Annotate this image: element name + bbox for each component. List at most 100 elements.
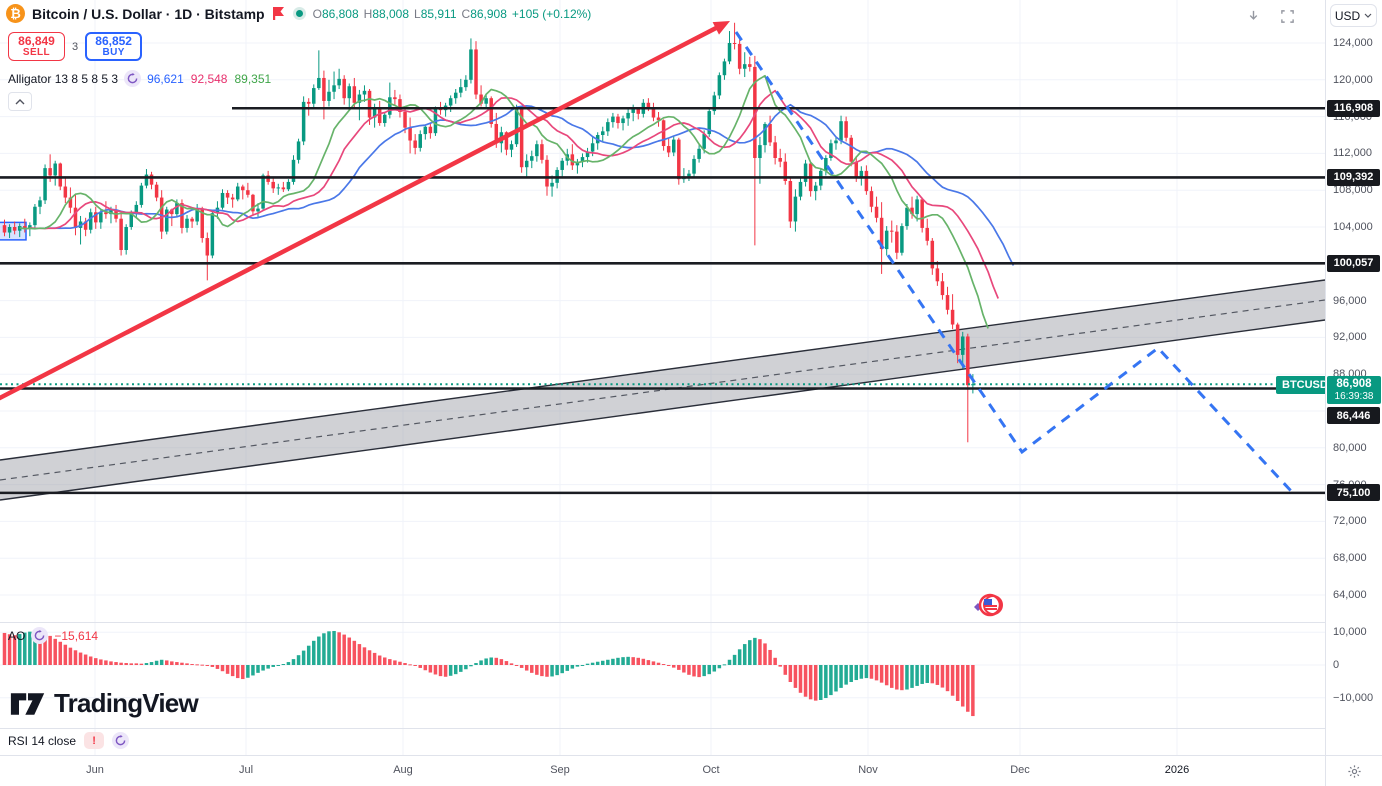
candle [48,168,52,176]
ao-bar [920,665,924,684]
candle [687,173,691,177]
symbol-title[interactable]: Bitcoin / U.S. Dollar · 1D · Bitstamp [32,5,265,22]
price-tick-label: 120,000 [1333,73,1373,86]
time-tick-label: Dec [1010,764,1030,776]
refresh-icon[interactable] [112,732,130,749]
ao-bar [925,665,929,683]
symbol-header: ₿ Bitcoin / U.S. Dollar · 1D · Bitstamp … [6,4,591,23]
ao-bar [748,640,752,665]
candle [717,75,722,96]
ao-legend[interactable]: AO −15,614 [8,627,98,644]
candle [73,207,78,228]
candle [727,43,732,62]
candle [702,134,706,149]
parallel-channel[interactable] [0,280,1325,500]
time-tick-label: Jul [238,764,254,776]
order-panel: 86,849 SELL 3 86,852 BUY [8,32,143,61]
ao-bar [114,662,118,665]
ao-bar [540,665,544,677]
refresh-icon[interactable] [31,627,49,644]
warning-icon[interactable]: ! [84,732,105,749]
market-status-icon[interactable] [292,7,306,20]
time-axis[interactable]: Jun Jul Aug Sep Oct Nov Dec 2026 [0,756,1325,786]
price-tick-label: 72,000 [1333,515,1367,528]
price-tick-label: 68,000 [1333,552,1367,565]
open-value: 86,808 [321,6,359,21]
fullscreen-icon[interactable] [1274,5,1300,27]
ao-bar [220,665,225,672]
price-level-badge: 86,446 [1327,407,1380,424]
candle [291,159,296,182]
ao-bar [580,665,585,666]
candle [753,66,757,158]
ao-bar [671,665,676,668]
candle [413,140,417,148]
ao-bar [636,657,640,665]
ao-bar [327,631,331,665]
ao-bar [428,665,433,673]
flag-icon[interactable] [272,6,286,21]
pane-separator[interactable] [0,622,1325,623]
ao-bar [347,637,352,665]
price-tick-label: 124,000 [1333,37,1373,49]
ao-bar [241,665,245,680]
collapse-legend-button[interactable] [8,92,32,111]
candle [7,227,12,233]
projection-path[interactable] [734,31,1294,494]
price-level-badge: 116,908 [1327,99,1380,117]
rsi-legend[interactable]: RSI 14 close ! [8,732,130,749]
ao-bar [616,657,620,665]
ao-bar [215,665,220,669]
price-tick-label: 92,000 [1333,331,1367,344]
ao-bar [266,665,270,669]
ao-bar [915,665,919,686]
alligator-legend[interactable]: Alligator 13 8 5 8 5 3 96,621 92,548 89,… [8,70,271,87]
buy-button[interactable]: 86,852 BUY [85,32,143,61]
download-icon[interactable] [1240,5,1266,27]
ao-bar [317,636,321,665]
sell-button[interactable]: 86,849 SELL [8,32,65,61]
candle [423,126,428,135]
candle [271,181,275,189]
candle [950,309,955,325]
price-axis[interactable]: 124,000120,000116,000112,000108,000104,0… [1326,0,1382,755]
ao-bar [332,630,336,665]
candle [357,94,362,103]
ao-bar [124,663,128,665]
ao-bar [601,660,605,665]
ao-bar [935,665,940,685]
ao-bar [256,665,260,673]
candle [484,98,488,104]
globe-marker-icon[interactable] [974,593,1003,617]
candle [535,144,539,157]
ao-bar [362,647,367,665]
ao-bar [783,665,788,675]
ao-bar [692,665,696,677]
ao-bar [971,665,975,717]
candle [149,174,154,185]
low-value: 85,911 [420,6,457,21]
ao-bar [717,665,722,669]
price-tick-label: 104,000 [1333,221,1373,233]
gear-icon[interactable] [1347,764,1362,779]
ao-bar [535,665,539,675]
ao-bar [753,637,757,665]
ao-bar [261,665,265,671]
candle [225,192,230,198]
candle [697,148,701,159]
ao-bar [484,658,488,665]
ao-bar [879,665,884,683]
candle [606,122,610,132]
ao-bar [149,662,154,665]
tradingview-logo: TradingView [10,688,199,719]
axis-settings-corner[interactable] [1326,756,1382,786]
candle [134,204,139,214]
pane-separator[interactable] [0,728,1325,729]
candle [428,126,433,134]
ao-bar [185,663,189,665]
currency-dropdown[interactable]: USD [1330,4,1377,27]
trend-arrow[interactable] [0,25,719,402]
candle [23,226,27,229]
refresh-icon[interactable] [124,70,142,87]
